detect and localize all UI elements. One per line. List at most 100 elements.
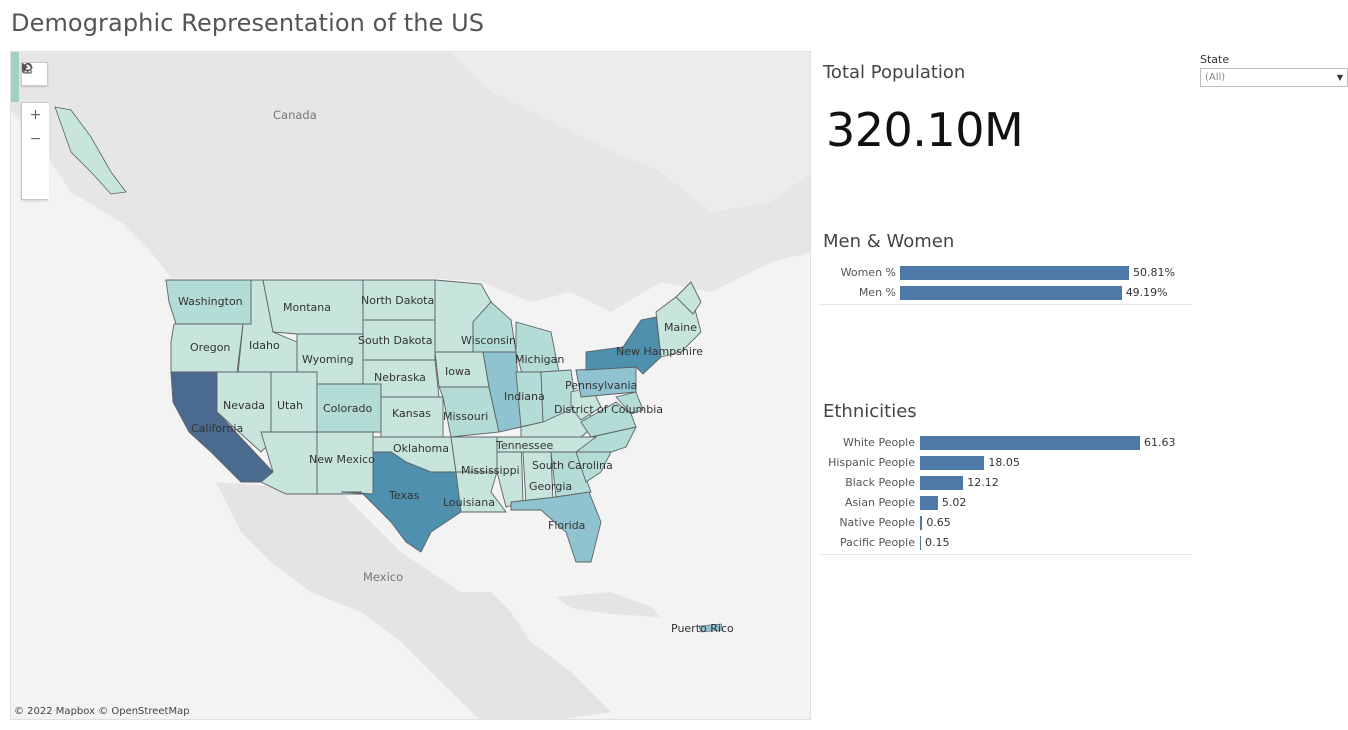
label-north-dakota: North Dakota xyxy=(361,294,435,307)
label-wyoming: Wyoming xyxy=(302,353,354,366)
bar[interactable] xyxy=(920,436,1140,450)
bar-label: Native People xyxy=(839,516,915,529)
total-population-value: 320.10M xyxy=(826,103,1024,157)
label-mexico: Mexico xyxy=(363,570,404,584)
label-south-dakota: South Dakota xyxy=(358,334,433,347)
label-michigan: Michigan xyxy=(515,353,565,366)
puerto-rico-shape xyxy=(698,623,724,633)
bar-value: 0.65 xyxy=(926,516,951,529)
state-missouri xyxy=(438,386,500,438)
label-iowa: Iowa xyxy=(445,365,471,378)
bar-value: 0.15 xyxy=(925,536,950,549)
label-missouri: Missouri xyxy=(443,410,489,423)
label-indiana: Indiana xyxy=(504,390,545,403)
label-tennessee: Tennessee xyxy=(496,439,554,452)
reset-map-button[interactable] xyxy=(22,62,49,175)
state-florida xyxy=(510,491,602,563)
gender-bar-chart: Women % 50.81% Men % 49.19% xyxy=(818,263,1192,305)
label-louisiana: Louisiana xyxy=(443,496,495,509)
bar[interactable] xyxy=(900,286,1122,300)
label-maine: Maine xyxy=(664,321,698,334)
bar-value: 5.02 xyxy=(941,496,967,509)
label-canada: Canada xyxy=(273,108,317,122)
page-title: Demographic Representation of the US xyxy=(11,9,485,37)
play-icon xyxy=(22,62,28,72)
label-district-of-columbia: District of Columbia xyxy=(554,403,664,416)
label-puerto-rico: Puerto Rico xyxy=(671,622,734,635)
label-california: California xyxy=(191,422,244,435)
bar-label: Hispanic People xyxy=(828,456,915,469)
map-toolbar: + − xyxy=(21,62,49,200)
bar-value: 18.05 xyxy=(988,456,1020,469)
bar[interactable] xyxy=(920,456,985,470)
total-population-title: Total Population xyxy=(823,62,966,83)
bar-row[interactable]: Black People 12.12 xyxy=(818,473,1192,493)
bar-label: Pacific People xyxy=(839,536,915,549)
map-zoom-controls: + − xyxy=(21,62,49,200)
map-attribution[interactable]: © 2022 Mapbox © OpenStreetMap xyxy=(14,706,190,717)
label-south-carolina: South Carolina xyxy=(532,459,613,472)
bar-row[interactable]: Hispanic People 18.05 xyxy=(818,453,1192,473)
bar-row[interactable]: Asian People 5.02 xyxy=(818,493,1192,513)
us-choropleth-map[interactable]: Canada Mexico Puerto Rico Washington Mon… xyxy=(10,51,811,720)
zoom-out-button[interactable]: − xyxy=(22,127,49,151)
label-oklahoma: Oklahoma xyxy=(393,442,449,455)
label-wisconsin: Wisconsin xyxy=(461,334,516,347)
alaska-panhandle xyxy=(54,106,127,195)
bar-value: 12.12 xyxy=(967,476,999,489)
state-maine xyxy=(675,281,702,315)
bar[interactable] xyxy=(920,536,921,550)
ethnicities-section-title: Ethnicities xyxy=(823,401,917,422)
state-georgia xyxy=(550,451,592,498)
bar-row[interactable]: Women % 50.81% xyxy=(818,263,1192,283)
bar-label: Asian People xyxy=(844,496,915,509)
label-oregon: Oregon xyxy=(190,341,231,354)
chart-baseline xyxy=(818,304,1192,305)
bar-row[interactable]: Native People 0.65 xyxy=(818,513,1192,533)
mexico-landmass xyxy=(216,482,611,719)
label-idaho: Idaho xyxy=(249,339,280,352)
state-filter-label: State xyxy=(1200,53,1230,66)
alaska-edge xyxy=(11,52,19,102)
ethnicities-bar-chart: White People 61.63 Hispanic People 18.05 Bla… xyxy=(818,433,1192,555)
label-utah: Utah xyxy=(277,399,304,412)
map-canvas[interactable] xyxy=(11,52,811,720)
bar-label: Men % xyxy=(858,286,896,299)
bar-value: 49.19% xyxy=(1125,286,1168,299)
bar-value: 61.63 xyxy=(1144,436,1176,449)
state-virginia xyxy=(580,401,637,438)
chevron-down-icon: ▼ xyxy=(1336,73,1343,82)
greenland-shape xyxy=(451,52,810,212)
label-montana: Montana xyxy=(283,301,331,314)
bar[interactable] xyxy=(920,496,938,510)
bar-row[interactable]: Pacific People 0.15 xyxy=(818,533,1192,553)
bar[interactable] xyxy=(920,476,964,490)
label-new-hampshire: New Hampshire xyxy=(616,345,704,358)
chart-baseline xyxy=(818,554,1192,555)
label-new-mexico: New Mexico xyxy=(309,453,375,466)
bar-label: Black People xyxy=(845,476,915,489)
bar[interactable] xyxy=(900,266,1129,280)
bar-label: White People xyxy=(842,436,915,449)
label-pennsylvania: Pennsylvania xyxy=(565,379,638,392)
state-illinois xyxy=(482,351,522,433)
gender-section-title: Men & Women xyxy=(823,231,955,252)
label-colorado: Colorado xyxy=(323,402,373,415)
label-mississippi: Mississippi xyxy=(461,464,520,477)
zoom-in-button[interactable]: + xyxy=(22,103,49,127)
expand-toolbar-button[interactable] xyxy=(22,62,49,199)
bar-label: Women % xyxy=(840,266,896,279)
label-washington: Washington xyxy=(178,295,243,308)
label-texas: Texas xyxy=(389,489,420,502)
bar-row[interactable]: Men % 49.19% xyxy=(818,283,1192,303)
bar-value: 50.81% xyxy=(1133,266,1175,279)
state-filter-value: (All) xyxy=(1205,72,1226,83)
bar-row[interactable]: White People 61.63 xyxy=(818,433,1192,453)
states-layer xyxy=(165,279,702,563)
cuba-shape xyxy=(556,592,661,617)
label-georgia: Georgia xyxy=(529,480,573,493)
state-texas xyxy=(340,451,462,553)
state-filter-dropdown[interactable]: (All) ▼ xyxy=(1200,68,1348,87)
label-florida: Florida xyxy=(548,519,586,532)
bar[interactable] xyxy=(920,516,923,530)
